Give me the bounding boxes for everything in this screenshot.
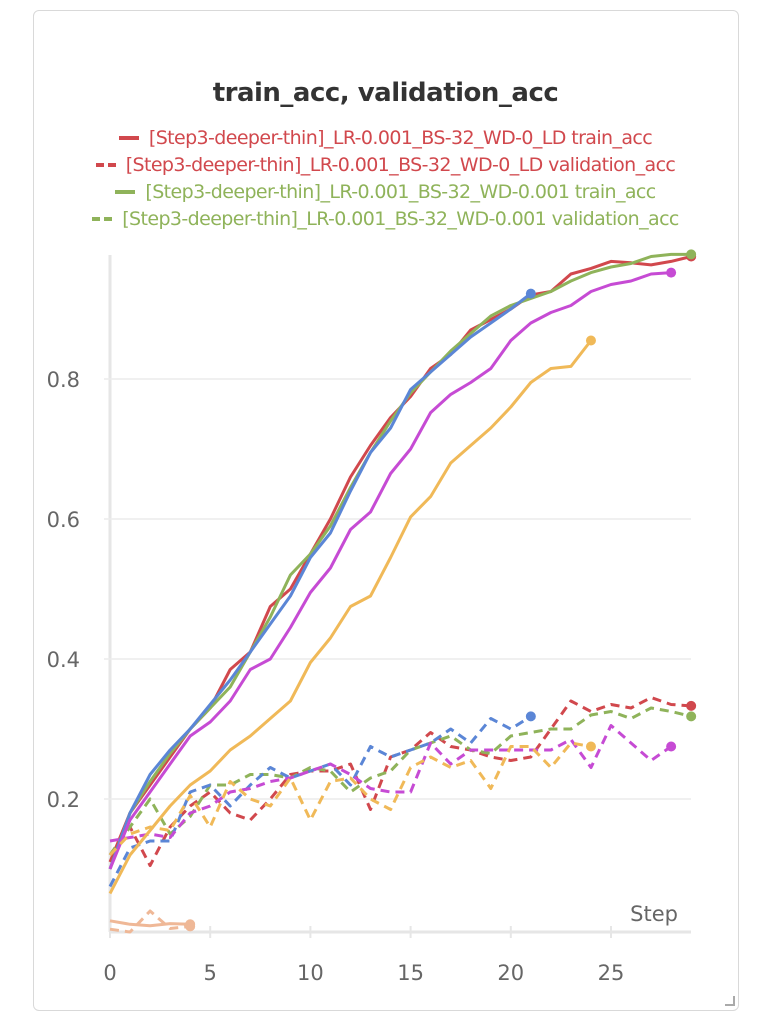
series-end-point-6 (666, 267, 677, 278)
series-line-10 (109, 919, 191, 928)
x-tick-label: 0 (103, 961, 116, 985)
legend-label: [Step3-deeper-thin]_LR-0.001_BS-32_WD-0.… (145, 180, 656, 203)
legend-item[interactable]: [Step3-deeper-thin]_LR-0.001_BS-32_WD-0_… (0, 151, 771, 178)
series-line-7 (109, 724, 672, 843)
legend-item[interactable]: [Step3-deeper-thin]_LR-0.001_BS-32_WD-0.… (0, 178, 771, 205)
series-end-point-11 (185, 921, 196, 932)
y-tick-label: 0.8 (47, 368, 80, 392)
legend-label: [Step3-deeper-thin]_LR-0.001_BS-32_WD-0.… (122, 207, 679, 230)
x-tick-label: 25 (598, 961, 625, 985)
series-line-3 (108, 706, 692, 856)
series-end-point-4 (525, 288, 536, 299)
series-line-1 (108, 696, 692, 867)
x-tick-label: 20 (497, 961, 524, 985)
series-end-point-5 (525, 711, 536, 722)
series-end-point-1 (686, 700, 697, 711)
x-tick-label: 10 (297, 961, 324, 985)
resize-handle-icon[interactable] (725, 996, 735, 1006)
series-line-6 (108, 271, 672, 870)
x-tick-label: 15 (397, 961, 424, 985)
chart-title: train_acc, validation_acc (212, 78, 559, 108)
x-tick-label: 5 (204, 961, 217, 985)
legend-swatch (118, 135, 139, 140)
chart-panel (33, 10, 739, 1011)
series-end-point-9 (585, 741, 596, 752)
legend: [Step3-deeper-thin]_LR-0.001_BS-32_WD-0_… (0, 124, 771, 232)
legend-swatch (115, 189, 136, 194)
series-line-0 (108, 255, 692, 863)
series-line-9 (108, 741, 592, 857)
legend-label: [Step3-deeper-thin]_LR-0.001_BS-32_WD-0_… (148, 126, 653, 149)
legend-swatch (95, 162, 116, 167)
series-line-8 (108, 339, 593, 895)
legend-label: [Step3-deeper-thin]_LR-0.001_BS-32_WD-0_… (125, 153, 676, 176)
series-end-point-3 (686, 711, 697, 722)
y-tick-label: 0.2 (47, 788, 80, 812)
y-tick-label: 0.6 (47, 508, 80, 532)
x-axis-label: Step (630, 902, 678, 926)
legend-item[interactable]: [Step3-deeper-thin]_LR-0.001_BS-32_WD-0_… (0, 124, 771, 151)
legend-swatch (92, 216, 113, 221)
series-end-point-8 (585, 335, 596, 346)
series-line-2 (108, 252, 692, 870)
series-line-4 (108, 292, 532, 870)
y-tick-label: 0.4 (47, 648, 80, 672)
series-line-11 (109, 909, 191, 934)
series-end-point-2 (686, 249, 697, 260)
legend-item[interactable]: [Step3-deeper-thin]_LR-0.001_BS-32_WD-0.… (0, 205, 771, 232)
series-end-point-7 (666, 741, 677, 752)
series-line-5 (108, 715, 532, 888)
